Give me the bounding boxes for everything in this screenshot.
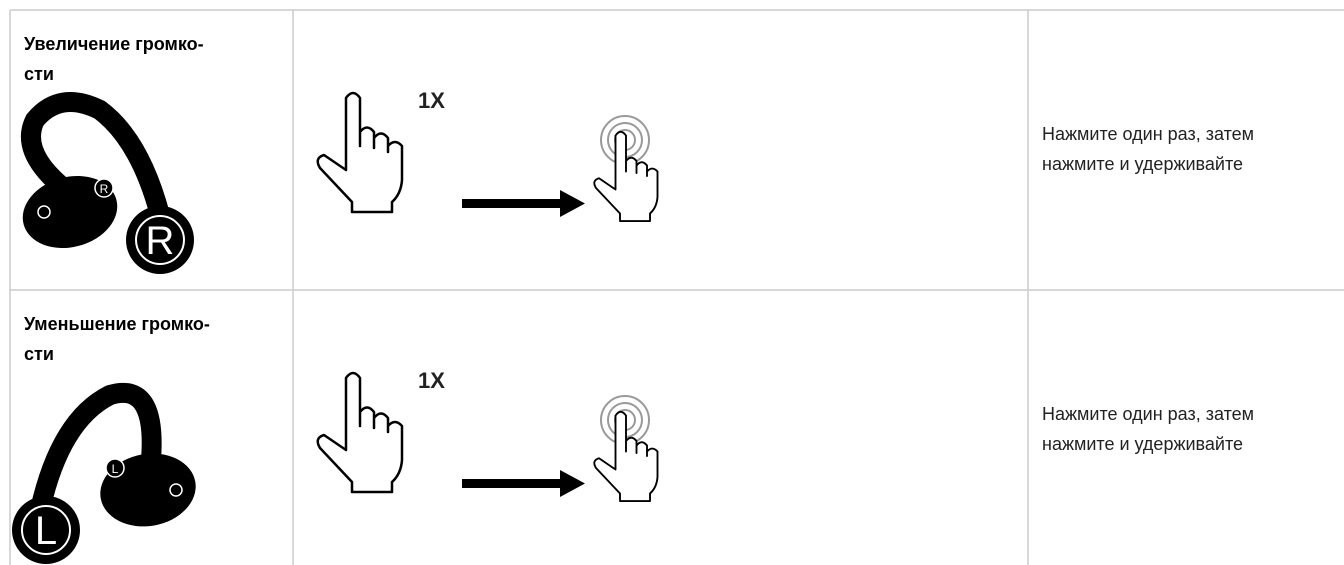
description: Нажмите один раз, затем [1042,124,1254,144]
description: Нажмите один раз, затем [1042,404,1254,424]
description: нажмите и удерживайте [1042,434,1243,454]
gesture-label: 1X [418,368,445,393]
row-title: Уменьшение громко- [24,314,210,334]
row: Увеличение громко- сти R R 1X Нажмите од… [20,34,1254,274]
badge-small: L [112,462,119,476]
row: Уменьшение громко- сти L L 1X Нажмите од… [12,314,1254,564]
gesture-label: 1X [418,88,445,113]
row-title: сти [24,64,54,84]
row-title: Увеличение громко- [24,34,204,54]
table-grid [9,9,1344,565]
hand-icon [316,371,404,494]
arrow [462,190,585,217]
earbud-icon: L L [12,382,196,564]
badge: L [35,509,57,553]
description: нажмите и удерживайте [1042,154,1243,174]
earbud-icon: R R [20,92,194,274]
hand-icon [316,91,404,214]
row-title: сти [24,344,54,364]
badge: R [146,219,175,263]
badge-small: R [100,182,109,196]
arrow [462,470,585,497]
